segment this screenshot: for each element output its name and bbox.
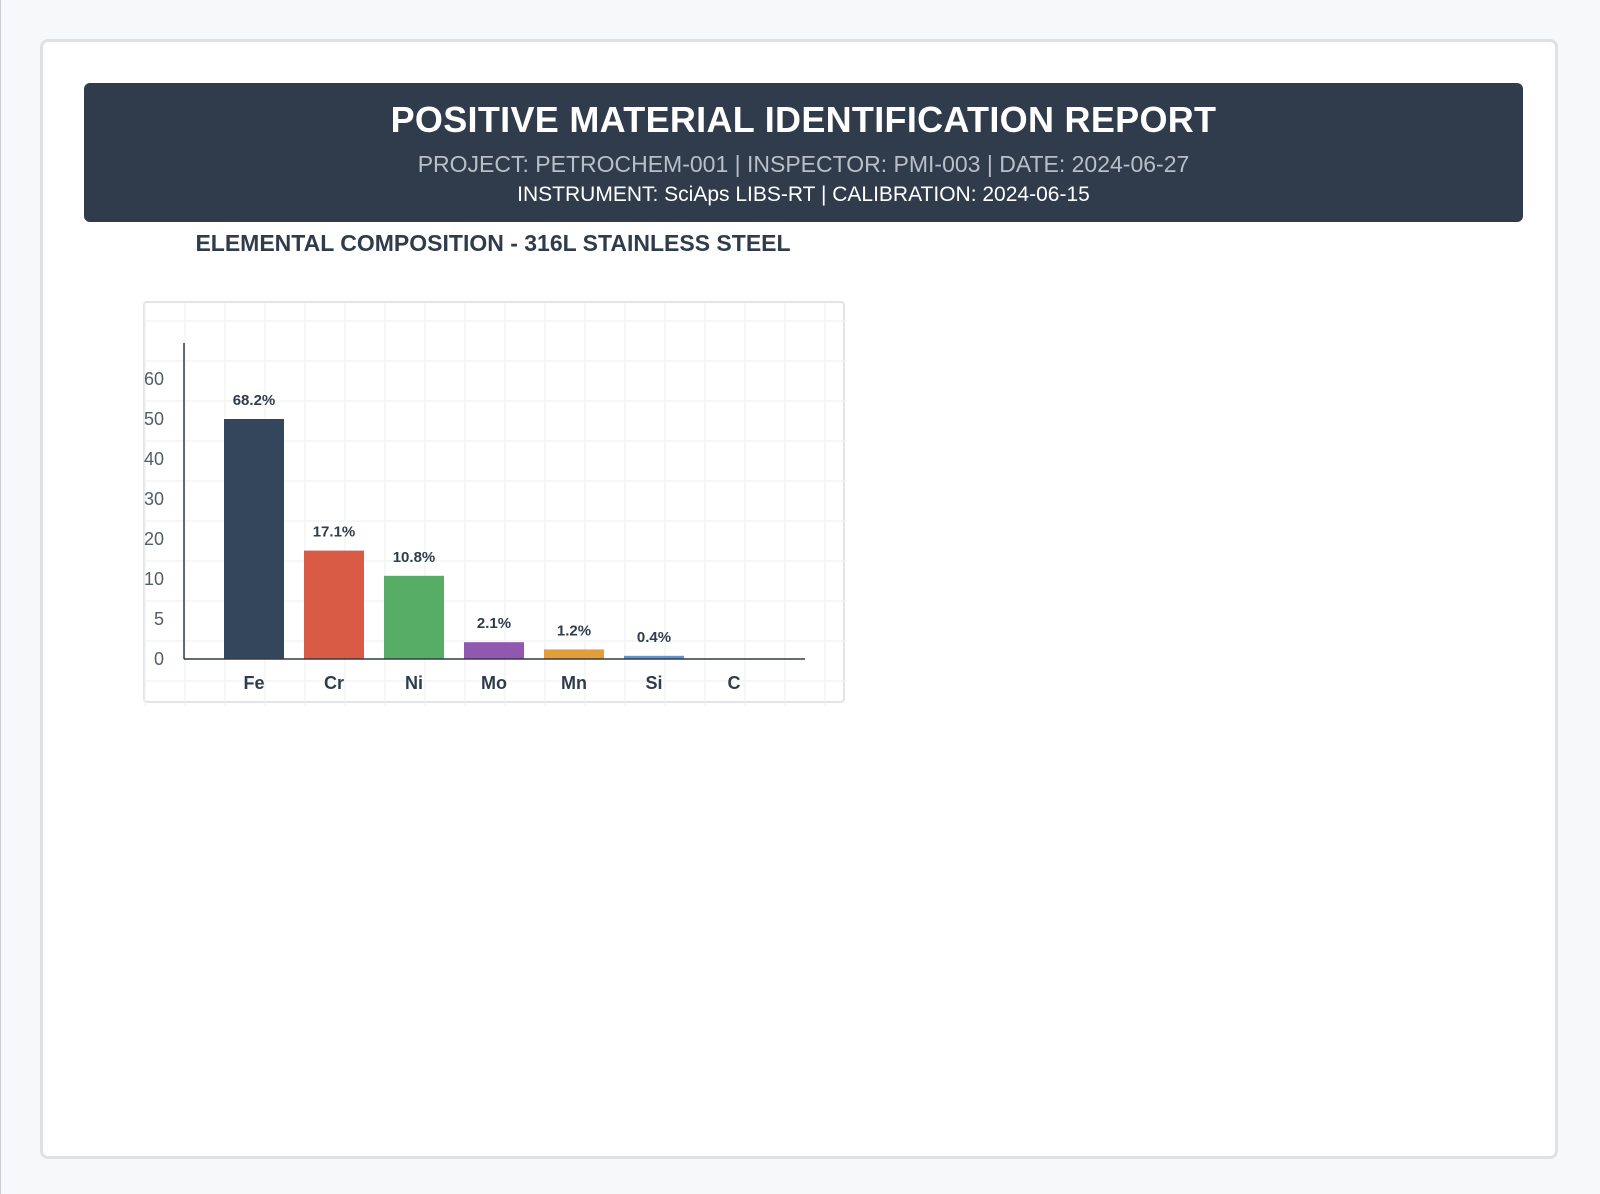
bar-chart: 0 5 10 20 30 40 50 60 Fe 68.2% Cr 17.1% Ni 10.8% Mo 2.1…: [144, 303, 847, 705]
report-title: POSITIVE MATERIAL IDENTIFICATION REPORT: [390, 99, 1217, 140]
bar-si: [624, 655, 684, 659]
page-edge: [0, 0, 1, 1194]
y-tick-label: 5: [154, 609, 164, 629]
bar-mo: [464, 642, 524, 659]
data-label: 68.2%: [233, 392, 276, 409]
report-instrument: INSTRUMENT: SciAps LIBS-RT | CALIBRATION…: [517, 183, 1090, 206]
x-tick-label: Mo: [481, 673, 507, 693]
chart-labels: 0 5 10 20 30 40 50 60 Fe 68.2% Cr 17.1% Ni 10.8% Mo 2.1…: [144, 369, 741, 693]
y-tick-label: 60: [144, 369, 164, 389]
bar-fe: [224, 419, 284, 659]
x-tick-label: Si: [645, 673, 662, 693]
report-card: POSITIVE MATERIAL IDENTIFICATION REPORT …: [40, 39, 1558, 1159]
x-tick-label: C: [728, 673, 741, 693]
bar-cr: [304, 550, 364, 659]
report-header: POSITIVE MATERIAL IDENTIFICATION REPORT …: [84, 83, 1523, 222]
y-tick-label: 0: [154, 649, 164, 669]
chart-frame: 0 5 10 20 30 40 50 60 Fe 68.2% Cr 17.1% Ni 10.8% Mo 2.1…: [143, 301, 847, 705]
y-tick-label: 40: [144, 449, 164, 469]
y-tick-label: 30: [144, 489, 164, 509]
bar-mn: [544, 649, 604, 659]
chart-grid: [144, 303, 847, 705]
bar-ni: [384, 575, 444, 659]
chart-title: ELEMENTAL COMPOSITION - 316L STAINLESS S…: [195, 230, 791, 256]
data-label: 0.4%: [637, 629, 671, 646]
data-label: 2.1%: [477, 615, 511, 632]
chart-axes: [183, 343, 805, 660]
x-tick-label: Fe: [243, 673, 264, 693]
y-tick-label: 20: [144, 529, 164, 549]
chart-bars: [224, 419, 684, 659]
report-meta: PROJECT: PETROCHEM-001 | INSPECTOR: PMI-…: [417, 151, 1190, 177]
data-label: 1.2%: [557, 622, 591, 639]
y-tick-label: 50: [144, 409, 164, 429]
data-label: 17.1%: [313, 524, 356, 541]
x-tick-label: Cr: [324, 673, 344, 693]
data-label: 10.8%: [393, 549, 436, 566]
y-tick-label: 10: [144, 569, 164, 589]
x-tick-label: Mn: [561, 673, 587, 693]
x-tick-label: Ni: [405, 673, 423, 693]
